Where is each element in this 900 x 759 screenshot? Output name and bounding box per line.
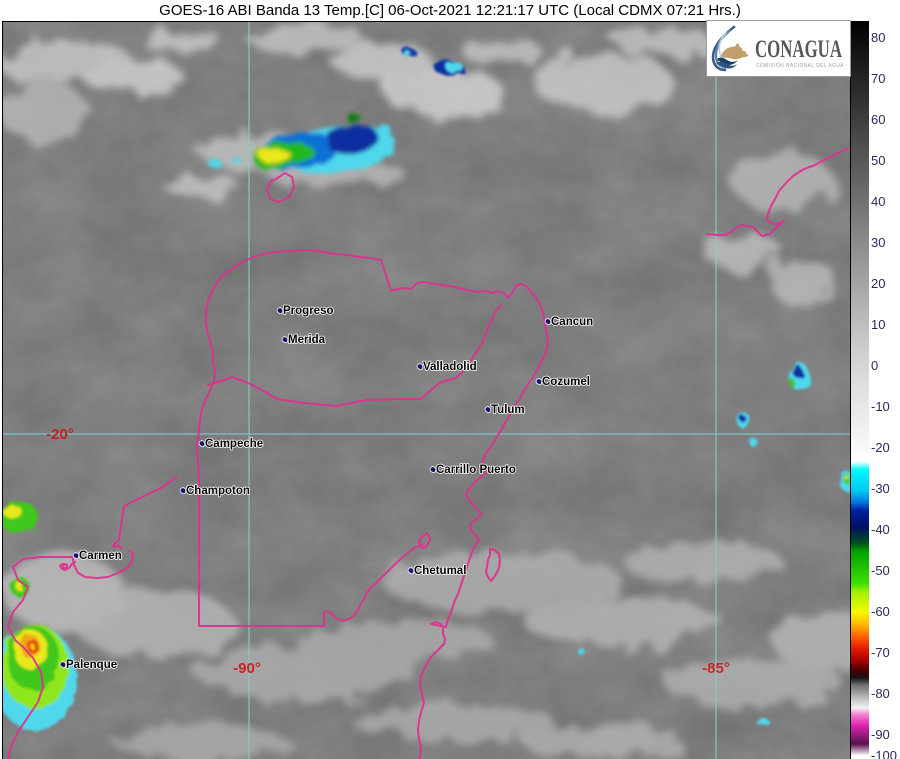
svg-text:COMISIÓN NACIONAL DEL AGUA: COMISIÓN NACIONAL DEL AGUA bbox=[756, 62, 844, 69]
svg-text:Merida: Merida bbox=[288, 334, 326, 346]
svg-text:Cozumel: Cozumel bbox=[542, 376, 590, 388]
svg-text:Cancun: Cancun bbox=[551, 316, 593, 328]
svg-text:-20°: -20° bbox=[46, 426, 74, 443]
svg-text:Progreso: Progreso bbox=[283, 305, 334, 317]
svg-text:Chetumal: Chetumal bbox=[414, 565, 466, 577]
svg-text:Valladolid: Valladolid bbox=[423, 361, 477, 373]
svg-text:CONAGUA: CONAGUA bbox=[755, 36, 842, 63]
svg-text:-90°: -90° bbox=[233, 660, 261, 677]
svg-text:Carmen: Carmen bbox=[79, 550, 122, 562]
svg-text:Campeche: Campeche bbox=[205, 438, 263, 450]
svg-text:Carrillo Puerto: Carrillo Puerto bbox=[436, 464, 516, 476]
svg-text:-85°: -85° bbox=[702, 660, 730, 677]
svg-text:Tulum: Tulum bbox=[491, 404, 525, 416]
svg-text:Palenque: Palenque bbox=[66, 659, 117, 671]
svg-text:Champoton: Champoton bbox=[186, 485, 250, 497]
